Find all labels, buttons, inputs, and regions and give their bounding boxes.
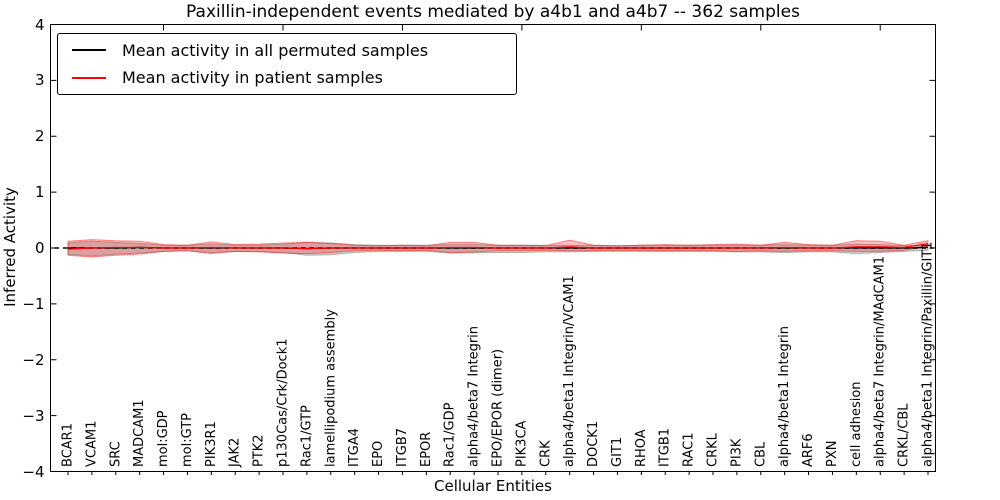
x-tick-label: ITGB1: [658, 428, 673, 467]
x-tick-label: alpha4/beta1 Integrin/VCAM1: [562, 275, 577, 467]
x-tick-label: cell adhesion: [849, 381, 864, 467]
x-axis-label: Cellular Entities: [434, 477, 552, 495]
legend-item-permuted: Mean activity in all permuted samples: [58, 37, 516, 63]
y-tick-label: 3: [34, 71, 45, 90]
legend: Mean activity in all permuted samples Me…: [57, 33, 517, 95]
x-tick-label: lamellipodium assembly: [323, 309, 338, 467]
x-tick-label: CBL: [753, 441, 768, 467]
y-tick-label: 4: [34, 15, 45, 34]
x-tick-label: CRKL/CBL: [897, 403, 912, 467]
x-tick-label: PIK3CA: [514, 420, 529, 467]
y-tick-label: −4: [22, 462, 45, 481]
x-tick-label: ITGB7: [395, 428, 410, 467]
x-tick-label: alpha4/beta1 Integrin/Paxillin/GIT1: [921, 241, 936, 467]
x-tick-label: EPO/EPOR (dimer): [491, 349, 506, 467]
legend-label-permuted: Mean activity in all permuted samples: [122, 40, 429, 60]
x-tick-label: EPO: [371, 441, 386, 467]
x-tick-label: Rac1/GDP: [443, 402, 458, 467]
x-tick-label: RAC1: [682, 432, 697, 467]
x-tick-label: CRKL: [706, 432, 721, 467]
y-tick-label: 2: [34, 127, 45, 146]
x-tick-label: EPOR: [419, 432, 434, 467]
x-tick-label: PXN: [825, 441, 840, 467]
x-tick-label: VCAM1: [84, 421, 99, 467]
x-tick-label: GIT1: [610, 437, 625, 467]
x-tick-label: alpha4/beta1 Integrin: [777, 326, 792, 467]
legend-item-patient: Mean activity in patient samples: [58, 65, 516, 91]
x-tick-label: BCAR1: [61, 423, 76, 467]
y-tick-label: −2: [22, 350, 45, 369]
x-tick-label: Rac1/GTP: [299, 405, 314, 467]
x-tick-label: RHOA: [634, 429, 649, 467]
x-tick-label: ARF6: [801, 433, 816, 467]
patient-line-swatch: [72, 76, 106, 79]
legend-label-patient: Mean activity in patient samples: [122, 68, 383, 88]
x-tick-label: mol:GDP: [156, 410, 171, 467]
y-tick-label: 0: [34, 239, 45, 257]
x-tick-label: p130Cas/Crk/Dock1: [276, 338, 291, 467]
x-tick-label: PI3K: [729, 438, 744, 467]
x-tick-label: PTK2: [252, 434, 267, 467]
patient-mean-line: [67, 242, 929, 250]
y-tick-label: −1: [22, 294, 45, 313]
x-tick-label: alpha4/beta7 Integrin/MAdCAM1: [873, 256, 888, 467]
x-tick-label: PIK3R1: [204, 421, 219, 467]
x-tick-label: SRC: [108, 441, 123, 467]
x-tick-label: mol:GTP: [180, 413, 195, 467]
x-tick-label: CRK: [538, 440, 553, 467]
x-tick-label: ITGA4: [347, 428, 362, 467]
chart-title: Paxillin-independent events mediated by …: [186, 2, 800, 22]
y-tick-label: 1: [34, 183, 45, 202]
x-tick-label: alpha4/beta7 Integrin: [467, 326, 482, 467]
x-tick-label: DOCK1: [586, 421, 601, 467]
x-tick-label: MADCAM1: [132, 399, 147, 467]
y-tick-label: −3: [22, 406, 45, 425]
permuted-line-swatch: [72, 49, 106, 52]
x-tick-label: JAK2: [228, 438, 243, 468]
